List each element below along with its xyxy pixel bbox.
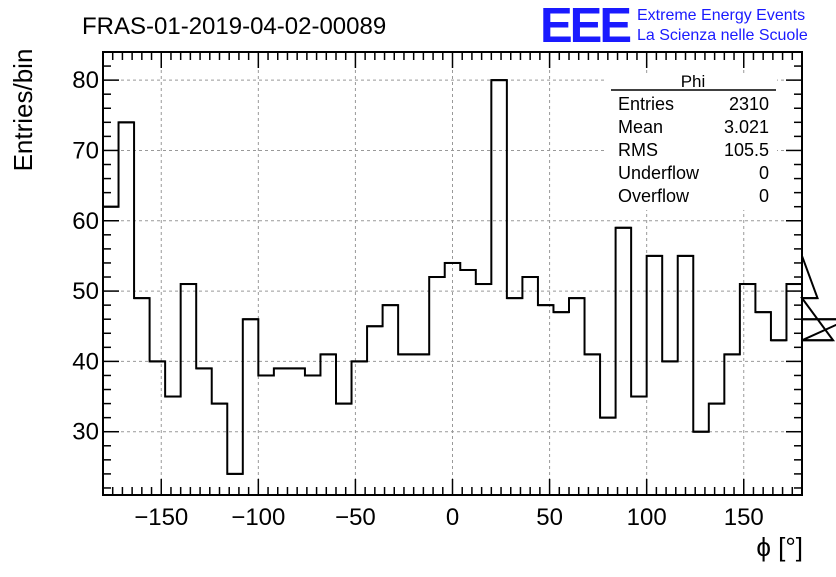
stats-row-value: 2310 <box>729 94 769 114</box>
histogram-bars <box>103 79 836 475</box>
stats-row-value: 3.021 <box>724 117 769 137</box>
x-tick-label: 50 <box>536 504 563 531</box>
x-tick-label: 150 <box>724 504 764 531</box>
axis-ticks <box>103 51 802 495</box>
y-tick-label: 80 <box>72 67 99 94</box>
x-tick-label: −150 <box>134 504 188 531</box>
x-tick-label: −100 <box>231 504 285 531</box>
stats-row-value: 105.5 <box>724 140 769 160</box>
stats-row-label: Mean <box>618 117 663 137</box>
y-tick-label: 70 <box>72 137 99 164</box>
org-name: Extreme Energy Events <box>637 7 805 24</box>
eee-logo: EEE <box>540 0 630 53</box>
y-axis-label: Entries/bin <box>8 49 38 172</box>
x-tick-label: −50 <box>335 504 376 531</box>
stats-row-label: Underflow <box>618 163 700 183</box>
stats-row-value: 0 <box>759 163 769 183</box>
y-tick-label: 30 <box>72 419 99 446</box>
stats-box: Phi Entries 2310 Mean 3.021 RMS 105.5 Underflo… <box>607 72 777 210</box>
run-title: FRAS-01-2019-04-02-00089 <box>82 13 386 40</box>
x-tick-label: 100 <box>627 504 667 531</box>
y-tick-label: 60 <box>72 208 99 235</box>
stats-row-value: 0 <box>759 186 769 206</box>
histogram-outline <box>103 79 836 475</box>
x-tick-label: 0 <box>446 504 459 531</box>
stats-row-label: Overflow <box>618 186 690 206</box>
y-tick-label: 40 <box>72 348 99 375</box>
stats-box-title: Phi <box>681 72 706 91</box>
org-subtitle: La Scienza nelle Scuole <box>637 27 808 44</box>
x-axis-label: ϕ [°] <box>756 532 803 562</box>
stats-rows: Entries 2310 Mean 3.021 RMS 105.5 Underflow 0 Ov… <box>618 94 769 206</box>
stats-row-label: RMS <box>618 140 658 160</box>
tick-labels: −150 −100 −50 0 50 100 150 30 40 50 60 70 80 <box>72 67 763 531</box>
stats-box-background <box>607 76 777 210</box>
y-tick-label: 50 <box>72 278 99 305</box>
stats-row-label: Entries <box>618 94 674 114</box>
